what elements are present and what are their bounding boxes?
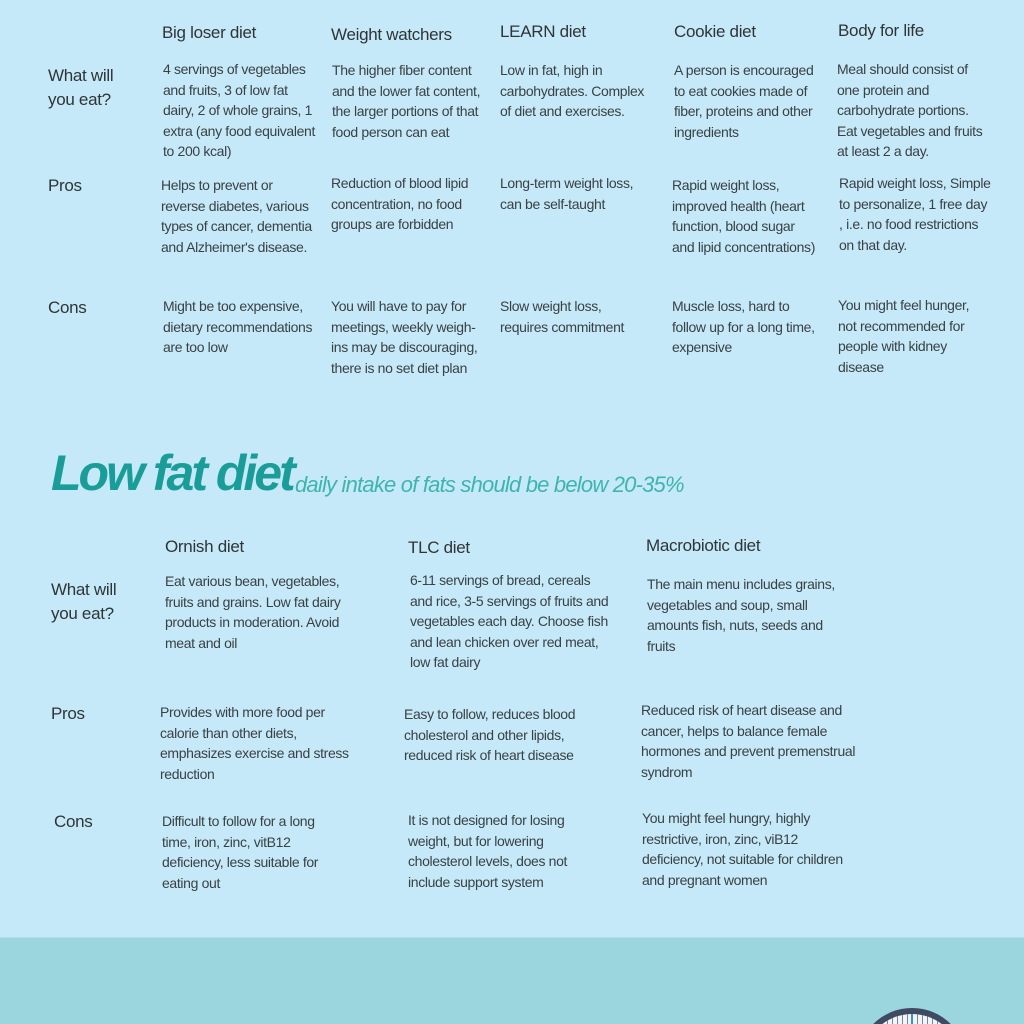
cell-eat-body-for-life: Meal should consist of one protein and c… — [837, 61, 983, 159]
cell-cons-learn: Slow weight loss, requires commitment — [500, 298, 625, 335]
cell-eat-ornish: Eat various bean, vegetables, fruits and… — [165, 573, 341, 651]
cell-eat-learn: Low in fat, high in carbohydrates. Compl… — [500, 62, 645, 119]
cell-pros-body-for-life: Rapid weight loss, Simple to personalize… — [839, 175, 991, 253]
column-header-weight-watchers: Weight watchers — [331, 25, 452, 44]
cell-cons-cookie: Muscle loss, hard to follow up for a lon… — [672, 298, 815, 355]
cell-pros-big-loser: Helps to prevent or reverse diabetes, va… — [161, 177, 312, 255]
cell-pros-cookie: Rapid weight loss, improved health (hear… — [672, 177, 816, 255]
column-header-ornish: Ornish diet — [165, 537, 244, 556]
row-label-cons: Cons — [48, 298, 87, 317]
cell-cons-macrobiotic: You might feel hungry, highly restrictiv… — [642, 810, 843, 888]
row-label-what-will-you-eat: What will you eat? — [48, 66, 114, 109]
cell-eat-big-loser: 4 servings of vegetables and fruits, 3 o… — [163, 61, 316, 159]
column-header-body-for-life: Body for life — [838, 21, 924, 40]
cell-pros-macrobiotic: Reduced risk of heart disease and cancer… — [641, 702, 856, 780]
scale-dial — [863, 1014, 961, 1024]
column-header-learn: LEARN diet — [500, 22, 586, 41]
cell-cons-body-for-life: You might feel hunger, not recommended f… — [838, 297, 970, 375]
column-header-big-loser: Big loser diet — [162, 23, 257, 42]
row-label-cons-2: Cons — [54, 812, 93, 831]
cell-pros-weight-watchers: Reduction of blood lipid concentration, … — [331, 175, 469, 232]
cell-pros-ornish: Provides with more food per calorie than… — [160, 704, 349, 782]
cell-eat-macrobiotic: The main menu includes grains, vegetable… — [647, 576, 835, 654]
footer-band — [0, 937, 1024, 1024]
column-header-macrobiotic: Macrobiotic diet — [646, 536, 761, 555]
cell-pros-tlc: Easy to follow, reduces blood cholestero… — [404, 706, 576, 763]
row-label-pros: Pros — [48, 176, 82, 195]
cell-cons-ornish: Difficult to follow for a long time, iro… — [162, 813, 319, 891]
cell-eat-tlc: 6-11 servings of bread, cereals and rice… — [410, 572, 609, 670]
cell-eat-cookie: A person is encouraged to eat cookies ma… — [674, 62, 814, 140]
section-title-low-fat-diet: Low fat diet — [51, 445, 296, 501]
cell-cons-weight-watchers: You will have to pay for meetings, weekl… — [331, 298, 478, 376]
cell-eat-weight-watchers: The higher fiber content and the lower f… — [332, 62, 481, 140]
row-label-what-will-you-eat-2: What will you eat? — [51, 580, 117, 623]
column-header-tlc: TLC diet — [408, 538, 470, 557]
cell-pros-learn: Long-term weight loss, can be self-taugh… — [500, 175, 634, 212]
cell-cons-tlc: It is not designed for losing weight, bu… — [408, 812, 568, 890]
cell-cons-big-loser: Might be too expensive, dietary recommen… — [163, 298, 313, 355]
section-subtitle: daily intake of fats should be below 20-… — [295, 472, 685, 497]
column-header-cookie: Cookie diet — [674, 22, 756, 41]
row-label-pros-2: Pros — [51, 704, 85, 723]
scale-needle — [911, 1014, 913, 1024]
